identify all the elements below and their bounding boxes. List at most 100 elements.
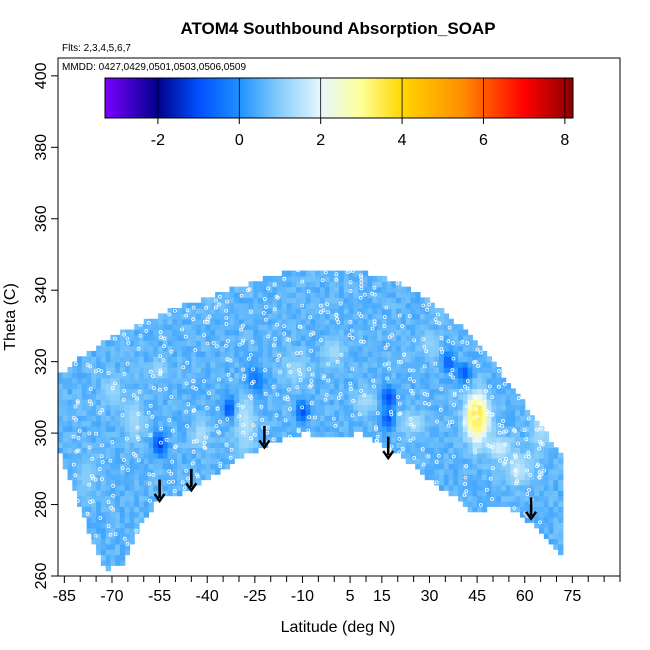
- heatmap-cell: [72, 425, 78, 432]
- flight-track-point: [407, 368, 412, 373]
- heatmap-cell: [481, 393, 488, 400]
- heatmap-cell: [324, 415, 331, 422]
- heatmap-cell: [505, 383, 512, 390]
- heatmap-cell: [353, 313, 359, 320]
- heatmap-cell: [262, 308, 269, 315]
- heatmap-cell: [148, 345, 154, 352]
- heatmap-cell: [105, 452, 111, 459]
- heatmap-cell: [129, 425, 135, 432]
- heatmap-cell: [162, 318, 169, 325]
- heatmap-cell: [181, 452, 188, 459]
- heatmap-cell: [324, 420, 331, 427]
- heatmap-cell: [148, 399, 154, 406]
- flight-track-point: [125, 542, 130, 546]
- heatmap-cell: [448, 442, 454, 448]
- flight-track-point: [271, 437, 276, 442]
- heatmap-cell: [339, 415, 345, 422]
- heatmap-cell: [439, 393, 445, 400]
- heatmap-cell: [158, 442, 164, 448]
- heatmap-cell: [291, 361, 297, 368]
- heatmap-cell: [362, 383, 369, 390]
- heatmap-cell: [372, 281, 378, 288]
- heatmap-cell: [67, 420, 73, 427]
- heatmap-cell: [191, 399, 197, 406]
- heatmap-cell: [300, 409, 307, 416]
- heatmap-cell: [381, 297, 388, 304]
- heatmap-cell: [453, 372, 459, 379]
- heatmap-cell: [339, 334, 345, 341]
- heatmap-cell: [86, 388, 92, 395]
- heatmap-cell: [429, 350, 435, 357]
- heatmap-cell: [286, 367, 292, 373]
- heatmap-cell: [458, 458, 464, 465]
- heatmap-cell: [224, 356, 231, 363]
- heatmap-cell: [167, 329, 173, 336]
- heatmap-cell: [367, 281, 373, 288]
- heatmap-cell: [162, 420, 169, 427]
- heatmap-cell: [462, 388, 469, 395]
- heatmap-cell: [248, 415, 254, 422]
- heatmap-cell: [258, 313, 264, 320]
- heatmap-cell: [410, 367, 416, 373]
- flight-track-point: [228, 358, 233, 363]
- heatmap-cell: [319, 340, 326, 347]
- heatmap-cell: [234, 393, 240, 400]
- flight-track-point: [386, 361, 391, 366]
- heatmap-cell: [196, 409, 202, 416]
- heatmap-cell: [110, 431, 116, 438]
- heatmap-cell: [439, 415, 445, 422]
- heatmap-cell: [339, 393, 345, 400]
- heatmap-cell: [477, 415, 483, 422]
- heatmap-cell: [210, 308, 216, 315]
- heatmap-cell: [277, 275, 283, 282]
- heatmap-cell: [72, 383, 78, 390]
- heatmap-cell: [81, 415, 88, 422]
- heatmap-cell: [258, 383, 264, 390]
- heatmap-cell: [477, 506, 483, 513]
- heatmap-cell: [134, 506, 140, 513]
- heatmap-cell: [77, 442, 83, 448]
- heatmap-cell: [391, 383, 397, 390]
- heatmap-cell: [110, 479, 116, 486]
- y-tick-label: 380: [33, 134, 50, 161]
- heatmap-cell: [348, 361, 354, 368]
- heatmap-cell: [339, 361, 345, 368]
- flight-track-point: [450, 341, 455, 345]
- heatmap-cell: [134, 356, 140, 363]
- heatmap-cell: [519, 442, 526, 448]
- heatmap-cell: [124, 522, 131, 529]
- heatmap-cell: [310, 334, 316, 341]
- flight-track-point: [513, 473, 518, 478]
- heatmap-cell: [558, 474, 564, 481]
- heatmap-cell: [253, 281, 259, 288]
- heatmap-cell: [253, 399, 259, 406]
- heatmap-cell: [100, 463, 107, 470]
- heatmap-cell: [348, 399, 354, 406]
- heatmap-cell: [224, 377, 231, 384]
- heatmap-cell: [339, 399, 345, 406]
- flight-track-point: [167, 312, 172, 317]
- heatmap-cell: [458, 356, 464, 363]
- heatmap-cell: [181, 345, 188, 352]
- heatmap-cell: [124, 409, 131, 416]
- heatmap-cell: [153, 458, 159, 465]
- heatmap-cell: [148, 506, 154, 513]
- heatmap-cell: [291, 297, 297, 304]
- heatmap-cell: [167, 350, 173, 357]
- heatmap-cell: [124, 340, 131, 347]
- flight-track-point: [501, 418, 505, 423]
- heatmap-cell: [415, 334, 421, 341]
- flight-track-point: [295, 385, 300, 390]
- heatmap-cell: [458, 420, 464, 427]
- heatmap-cell: [105, 559, 111, 566]
- heatmap-cell: [443, 404, 450, 411]
- heatmap-cell: [91, 388, 97, 395]
- heatmap-cell: [258, 291, 264, 298]
- heatmap-cell: [167, 383, 173, 390]
- heatmap-cell: [505, 436, 512, 443]
- flight-track-point: [251, 379, 256, 384]
- heatmap-cell: [172, 345, 178, 352]
- flight-track-point: [125, 336, 130, 341]
- heatmap-cell: [448, 436, 454, 443]
- heatmap-cell: [162, 425, 169, 432]
